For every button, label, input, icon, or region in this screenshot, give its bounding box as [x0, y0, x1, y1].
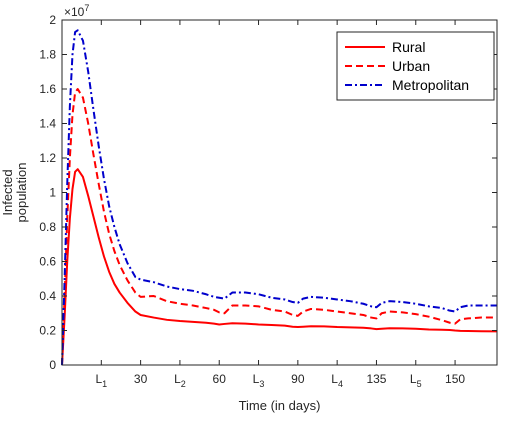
y-tick-label: 0.2	[39, 324, 56, 338]
y-tick-label: 1	[49, 186, 56, 200]
y-tick-label: 0	[49, 358, 56, 372]
x-tick-label: 60	[213, 372, 227, 386]
y-tick-label: 2	[49, 13, 56, 27]
y-tick-label: 0.4	[39, 289, 56, 303]
x-tick-subscript: 3	[259, 379, 264, 389]
y-tick-label: 1.4	[39, 117, 56, 131]
x-tick-label: L4	[331, 372, 343, 389]
x-tick-subscript: 2	[181, 379, 186, 389]
x-tick-label: L1	[95, 372, 107, 389]
x-tick-label: 90	[291, 372, 305, 386]
x-tick-label: L2	[174, 372, 186, 389]
legend-box	[336, 31, 495, 101]
x-axis-label: Time (in days)	[239, 398, 321, 413]
x-tick-label: 30	[134, 372, 148, 386]
y-tick-label: 0.8	[39, 220, 56, 234]
x-tick-label: 135	[366, 372, 386, 386]
x-tick-label: L3	[253, 372, 265, 389]
legend-label-rural: Rural	[392, 39, 425, 55]
y-axis-label-line: population	[14, 163, 29, 223]
curves	[61, 29, 498, 366]
series-line-urban	[61, 88, 497, 366]
labels: ×107 Time (in days) Infectedpopulation	[0, 3, 320, 413]
y-multiplier: ×107	[64, 3, 89, 19]
y-tick-label: 1.2	[39, 151, 56, 165]
y-axis-label-line: Infected	[0, 169, 15, 215]
legend-label-urban: Urban	[392, 58, 430, 74]
series-line-rural	[61, 168, 498, 366]
x-tick-subscript: 4	[338, 379, 343, 389]
x-tick-subscript: 1	[102, 379, 107, 389]
x-tick-label: 150	[445, 372, 465, 386]
x-tick-subscript: 5	[417, 379, 422, 389]
legend: Rural Urban Metropolitan	[336, 31, 495, 101]
y-tick-label: 1.8	[39, 48, 56, 62]
y-axis-label: Infectedpopulation	[0, 163, 29, 223]
x-tick-label: L5	[410, 372, 422, 389]
y-multiplier-exponent: 7	[84, 3, 89, 13]
legend-label-metropolitan: Metropolitan	[392, 77, 469, 93]
y-tick-label: 0.6	[39, 255, 56, 269]
y-tick-label: 1.6	[39, 82, 56, 96]
axes: 0 0.2 0.4 0.6 0.8 1 1.2 1.4 1.6 1.8 2 L1 30 L2 60 L3 90 L…	[39, 13, 498, 389]
series-line-metropolitan	[61, 29, 497, 366]
